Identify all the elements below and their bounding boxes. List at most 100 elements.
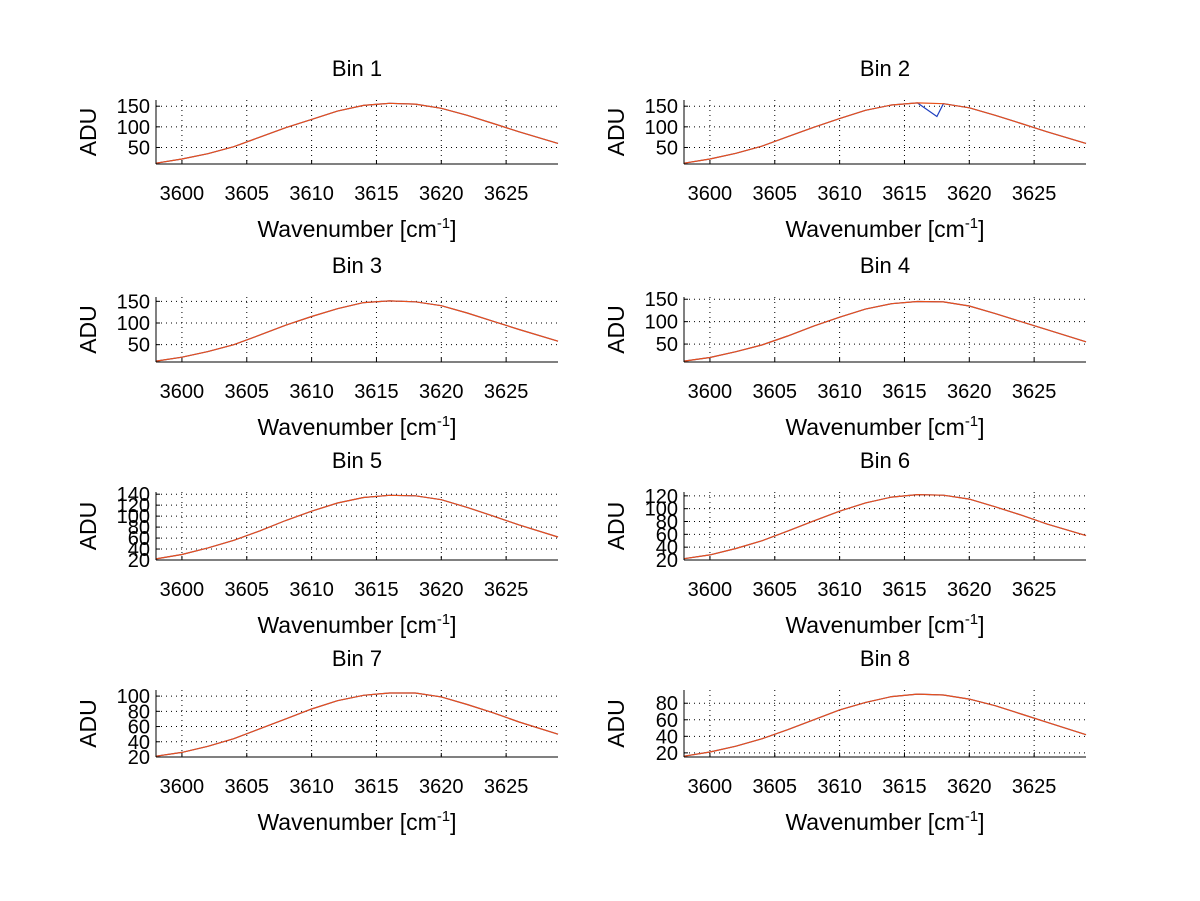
series-line-fit — [683, 493, 1087, 560]
x-tick-label: 3600 — [160, 579, 205, 601]
x-axis-label-end: ] — [978, 612, 984, 638]
plot-title: Bin 3 — [332, 253, 382, 278]
y-tick-label: 100 — [117, 117, 150, 139]
x-tick-label: 3625 — [1012, 381, 1057, 403]
x-tick-label: 3625 — [484, 579, 529, 601]
series-line-fit — [683, 693, 1087, 757]
x-axis-label-exponent: -1 — [965, 611, 978, 628]
y-axis-label: ADU — [603, 108, 629, 157]
x-axis-label-exponent: -1 — [965, 808, 978, 825]
x-axis-label-exponent: -1 — [437, 215, 450, 232]
x-axis-label-end: ] — [978, 414, 984, 440]
x-tick-label: 3605 — [753, 776, 798, 798]
y-tick-label: 60 — [128, 717, 150, 739]
x-tick-label: 3625 — [484, 776, 529, 798]
series-line-fit — [155, 300, 559, 362]
x-tick-label: 3615 — [354, 183, 399, 205]
y-tick-label: 150 — [117, 96, 150, 118]
x-tick-label: 3620 — [419, 579, 464, 601]
x-tick-label: 3615 — [882, 579, 927, 601]
y-tick-label: 150 — [645, 96, 678, 118]
y-tick-label: 150 — [117, 291, 150, 313]
y-tick-label: 80 — [656, 693, 678, 715]
plot-title: Bin 8 — [860, 646, 910, 671]
x-tick-label: 3600 — [688, 381, 733, 403]
series-line-spectrum — [155, 102, 559, 164]
y-axis-label: ADU — [603, 305, 629, 354]
y-tick-label: 20 — [128, 550, 150, 572]
y-axis-label: ADU — [75, 502, 101, 551]
x-tick-label: 3620 — [947, 183, 992, 205]
x-tick-label: 3625 — [484, 381, 529, 403]
y-tick-label: 50 — [656, 334, 678, 356]
x-tick-label: 3610 — [289, 183, 334, 205]
x-axis-label-end: ] — [450, 414, 456, 440]
x-tick-label: 3600 — [688, 776, 733, 798]
plot-title: Bin 2 — [860, 56, 910, 81]
y-axis-label: ADU — [75, 305, 101, 354]
y-tick-label: 40 — [128, 539, 150, 561]
x-tick-label: 3605 — [225, 579, 270, 601]
x-axis-label-main: Wavenumber [cm — [257, 809, 436, 835]
x-tick-label: 3625 — [1012, 776, 1057, 798]
x-tick-label: 3620 — [947, 776, 992, 798]
x-axis-label: Wavenumber [cm-1] — [257, 808, 456, 835]
x-tick-label: 3615 — [354, 381, 399, 403]
x-tick-label: 3605 — [225, 776, 270, 798]
x-tick-label: 3620 — [947, 579, 992, 601]
y-tick-label: 100 — [117, 686, 150, 708]
x-axis-label: Wavenumber [cm-1] — [785, 215, 984, 242]
y-tick-label: 80 — [128, 517, 150, 539]
x-tick-label: 3620 — [947, 381, 992, 403]
x-tick-label: 3610 — [817, 776, 862, 798]
x-tick-label: 3620 — [419, 381, 464, 403]
y-tick-label: 60 — [128, 528, 150, 550]
plot-title: Bin 6 — [860, 448, 910, 473]
x-axis-label: Wavenumber [cm-1] — [257, 413, 456, 440]
series-line-fit — [155, 494, 559, 560]
y-tick-label: 60 — [656, 524, 678, 546]
x-axis-label-end: ] — [978, 809, 984, 835]
series-line-fit — [683, 102, 1087, 164]
x-axis-label-main: Wavenumber [cm — [785, 216, 964, 242]
x-axis-label-main: Wavenumber [cm — [257, 612, 436, 638]
x-tick-label: 3610 — [817, 579, 862, 601]
x-axis-label: Wavenumber [cm-1] — [257, 611, 456, 638]
x-axis-label: Wavenumber [cm-1] — [785, 611, 984, 638]
x-axis-label-main: Wavenumber [cm — [257, 414, 436, 440]
x-tick-label: 3610 — [289, 579, 334, 601]
plot-title: Bin 1 — [332, 56, 382, 81]
y-tick-label: 100 — [117, 506, 150, 528]
y-tick-label: 40 — [656, 726, 678, 748]
y-tick-label: 120 — [645, 486, 678, 508]
series-line-spectrum — [683, 102, 1087, 164]
plot-title: Bin 7 — [332, 646, 382, 671]
y-axis-label: ADU — [603, 502, 629, 551]
x-tick-label: 3610 — [817, 183, 862, 205]
x-tick-label: 3600 — [688, 183, 733, 205]
x-axis-label-end: ] — [450, 809, 456, 835]
x-tick-label: 3610 — [817, 381, 862, 403]
x-tick-label: 3605 — [753, 579, 798, 601]
x-tick-label: 3600 — [160, 776, 205, 798]
series-line-fit — [155, 102, 559, 164]
y-tick-label: 50 — [128, 137, 150, 159]
x-tick-label: 3610 — [289, 381, 334, 403]
y-tick-label: 120 — [117, 495, 150, 517]
x-axis-label-exponent: -1 — [965, 413, 978, 430]
y-tick-label: 140 — [117, 484, 150, 506]
series-line-fit — [155, 692, 559, 757]
x-axis-label-exponent: -1 — [965, 215, 978, 232]
x-tick-label: 3625 — [484, 183, 529, 205]
y-tick-label: 50 — [128, 335, 150, 357]
x-tick-label: 3615 — [882, 381, 927, 403]
x-axis-label-main: Wavenumber [cm — [785, 612, 964, 638]
y-axis-label: ADU — [75, 108, 101, 157]
x-axis-label: Wavenumber [cm-1] — [257, 215, 456, 242]
